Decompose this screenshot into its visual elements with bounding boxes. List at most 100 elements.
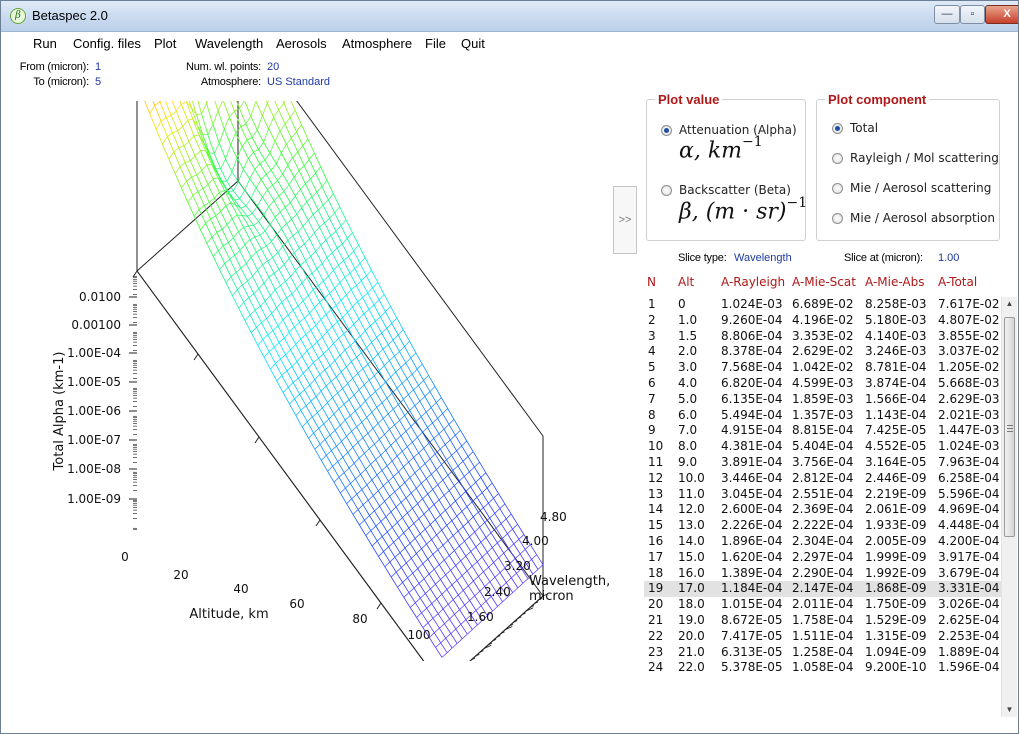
total-radio[interactable] (832, 123, 843, 134)
y-tick-label: 1.00E-04 (67, 346, 121, 360)
surface-plot[interactable]: 0.0100 0.00100 1.00E-04 1.00E-05 1.00E-06 1.0… (1, 101, 611, 661)
slice-type-value[interactable]: Wavelength (734, 252, 792, 264)
row-a-rayleigh: 8.378E-04 (721, 344, 783, 359)
plot-component-title: Plot component (825, 92, 930, 107)
menu-config-files[interactable]: Config. files (73, 36, 141, 51)
table-row[interactable]: 19 17.0 1.184E-04 2.147E-04 1.868E-09 3.331E-… (644, 581, 1001, 598)
table-row[interactable]: 23 21.0 6.313E-05 1.258E-04 1.094E-09 1.889E-… (644, 645, 1001, 661)
total-label[interactable]: Total (850, 121, 879, 135)
mie-absorption-label[interactable]: Mie / Aerosol absorption (850, 211, 995, 225)
scroll-thumb[interactable] (1004, 317, 1015, 537)
mie-absorption-radio[interactable] (832, 213, 843, 224)
table-row[interactable]: 8 6.0 5.494E-04 1.357E-03 1.143E-04 2.021E-03 (644, 408, 1001, 424)
row-a-rayleigh: 2.600E-04 (721, 502, 783, 517)
row-a-mie-scat: 2.629E-02 (792, 344, 854, 359)
slice-at-value[interactable]: 1.00 (938, 252, 960, 264)
header-a-mie-abs[interactable]: A-Mie-Abs (865, 275, 925, 289)
menu-quit[interactable]: Quit (461, 36, 485, 51)
row-n: 11 (648, 454, 664, 469)
table-row[interactable]: 4 2.0 8.378E-04 2.629E-02 3.246E-03 3.037E-02 (644, 344, 1001, 360)
row-alt: 22.0 (678, 660, 705, 675)
table-row[interactable]: 22 20.0 7.417E-05 1.511E-04 1.315E-09 2.253E-… (644, 629, 1001, 645)
row-a-rayleigh: 5.494E-04 (721, 407, 783, 422)
row-alt: 1.0 (678, 312, 698, 327)
menu-file[interactable]: File (425, 36, 446, 51)
row-n: 1 (648, 297, 656, 311)
row-a-mie-scat: 2.147E-04 (792, 581, 854, 596)
header-alt[interactable]: Alt (678, 275, 695, 289)
attenuation-radio[interactable] (661, 125, 672, 136)
row-a-rayleigh: 1.184E-04 (721, 581, 783, 596)
y-tick-label: 1.00E-08 (67, 462, 121, 476)
row-n: 20 (648, 597, 664, 612)
row-a-mie-abs: 1.933E-09 (865, 518, 927, 533)
minimize-button[interactable]: — (934, 5, 960, 24)
header-a-total[interactable]: A-Total (938, 275, 978, 289)
maximize-button[interactable]: ▫ (960, 5, 985, 24)
attenuation-label[interactable]: Attenuation (Alpha) (679, 123, 797, 137)
row-a-rayleigh: 1.015E-04 (721, 597, 783, 612)
row-a-mie-abs: 1.094E-09 (865, 644, 927, 659)
menu-wavelength[interactable]: Wavelength (195, 36, 264, 51)
table-row[interactable]: 1 0 1.024E-03 6.689E-02 8.258E-03 7.617E-02 (644, 297, 1001, 313)
row-a-total: 5.596E-04 (938, 486, 1000, 501)
table-row[interactable]: 7 5.0 6.135E-04 1.859E-03 1.566E-04 2.629E-03 (644, 392, 1001, 408)
table-row[interactable]: 5 3.0 7.568E-04 1.042E-02 8.781E-04 1.205E-02 (644, 360, 1001, 376)
row-alt: 12.0 (678, 502, 705, 517)
z-tick-label: 1.60 (467, 610, 494, 624)
header-a-mie-scat[interactable]: A-Mie-Scat (792, 275, 856, 289)
row-a-mie-scat: 2.551E-04 (792, 486, 854, 501)
row-n: 17 (648, 549, 664, 564)
row-n: 12 (648, 470, 664, 485)
table-row[interactable]: 21 19.0 8.672E-05 1.758E-04 1.529E-09 2.625E-… (644, 613, 1001, 629)
backscatter-radio[interactable] (661, 185, 672, 196)
rayleigh-radio[interactable] (832, 153, 843, 164)
table-row[interactable]: 14 12.0 2.600E-04 2.369E-04 2.061E-09 4.969E-… (644, 502, 1001, 518)
table-scrollbar[interactable]: ▲ ▼ (1001, 297, 1017, 717)
expand-panel-button[interactable]: >> (613, 186, 637, 254)
mie-scattering-radio[interactable] (832, 183, 843, 194)
table-row[interactable]: 18 16.0 1.389E-04 2.290E-04 1.992E-09 3.679E-… (644, 566, 1001, 582)
row-a-mie-abs: 3.164E-05 (865, 454, 927, 469)
table-row[interactable]: 11 9.0 3.891E-04 3.756E-04 3.164E-05 7.963E-0… (644, 455, 1001, 471)
table-row[interactable]: 9 7.0 4.915E-04 8.815E-04 7.425E-05 1.447E-03 (644, 423, 1001, 439)
row-a-total: 3.331E-04 (938, 581, 1000, 596)
rayleigh-label[interactable]: Rayleigh / Mol scattering (850, 151, 999, 165)
title-bar[interactable]: β Betaspec 2.0 — ▫ X (1, 1, 1018, 32)
table-row[interactable]: 3 1.5 8.806E-04 3.353E-02 4.140E-03 3.855E-02 (644, 329, 1001, 345)
scroll-down-arrow[interactable]: ▼ (1005, 705, 1014, 714)
table-row[interactable]: 20 18.0 1.015E-04 2.011E-04 1.750E-09 3.026E-… (644, 597, 1001, 613)
scroll-up-arrow[interactable]: ▲ (1005, 299, 1014, 308)
row-alt: 4.0 (678, 375, 698, 390)
from-label: From (micron): (19, 61, 90, 73)
row-alt: 18.0 (678, 597, 705, 612)
menu-run[interactable]: Run (33, 36, 57, 51)
atmosphere-label: Atmosphere: (200, 76, 261, 88)
table-row[interactable]: 12 10.0 3.446E-04 2.812E-04 2.446E-09 6.258E-… (644, 471, 1001, 487)
row-a-total: 5.668E-03 (938, 375, 1000, 390)
row-n: 5 (648, 360, 656, 375)
table-row[interactable]: 6 4.0 6.820E-04 4.599E-03 3.874E-04 5.668E-03 (644, 376, 1001, 392)
menu-aerosols[interactable]: Aerosols (276, 36, 327, 51)
table-row[interactable]: 10 8.0 4.381E-04 5.404E-04 4.552E-05 1.024E-0… (644, 439, 1001, 455)
header-n[interactable]: N (647, 275, 656, 289)
table-row[interactable]: 17 15.0 1.620E-04 2.297E-04 1.999E-09 3.917E-… (644, 550, 1001, 566)
table-row[interactable]: 13 11.0 3.045E-04 2.551E-04 2.219E-09 5.596E-… (644, 487, 1001, 503)
backscatter-label[interactable]: Backscatter (Beta) (679, 183, 791, 197)
close-button[interactable]: X (985, 5, 1018, 24)
row-a-total: 1.205E-02 (938, 360, 1000, 375)
table-row[interactable]: 24 22.0 5.378E-05 1.058E-04 9.200E-10 1.596E-… (644, 660, 1001, 676)
row-a-total: 6.258E-04 (938, 470, 1000, 485)
table-row[interactable]: 16 14.0 1.896E-04 2.304E-04 2.005E-09 4.200E-… (644, 534, 1001, 550)
table-row[interactable]: 15 13.0 2.226E-04 2.222E-04 1.933E-09 4.448E-… (644, 518, 1001, 534)
header-a-rayleigh[interactable]: A-Rayleigh (721, 275, 786, 289)
row-alt: 5.0 (678, 391, 698, 406)
mie-scattering-label[interactable]: Mie / Aerosol scattering (850, 181, 992, 195)
row-a-total: 1.447E-03 (938, 423, 1000, 438)
row-a-rayleigh: 1.389E-04 (721, 565, 783, 580)
menu-plot[interactable]: Plot (154, 36, 177, 51)
menu-atmosphere[interactable]: Atmosphere (342, 36, 413, 51)
row-a-total: 4.807E-02 (938, 312, 1000, 327)
table-row[interactable]: 2 1.0 9.260E-04 4.196E-02 5.180E-03 4.807E-02 (644, 313, 1001, 329)
row-a-total: 1.024E-03 (938, 439, 1000, 454)
